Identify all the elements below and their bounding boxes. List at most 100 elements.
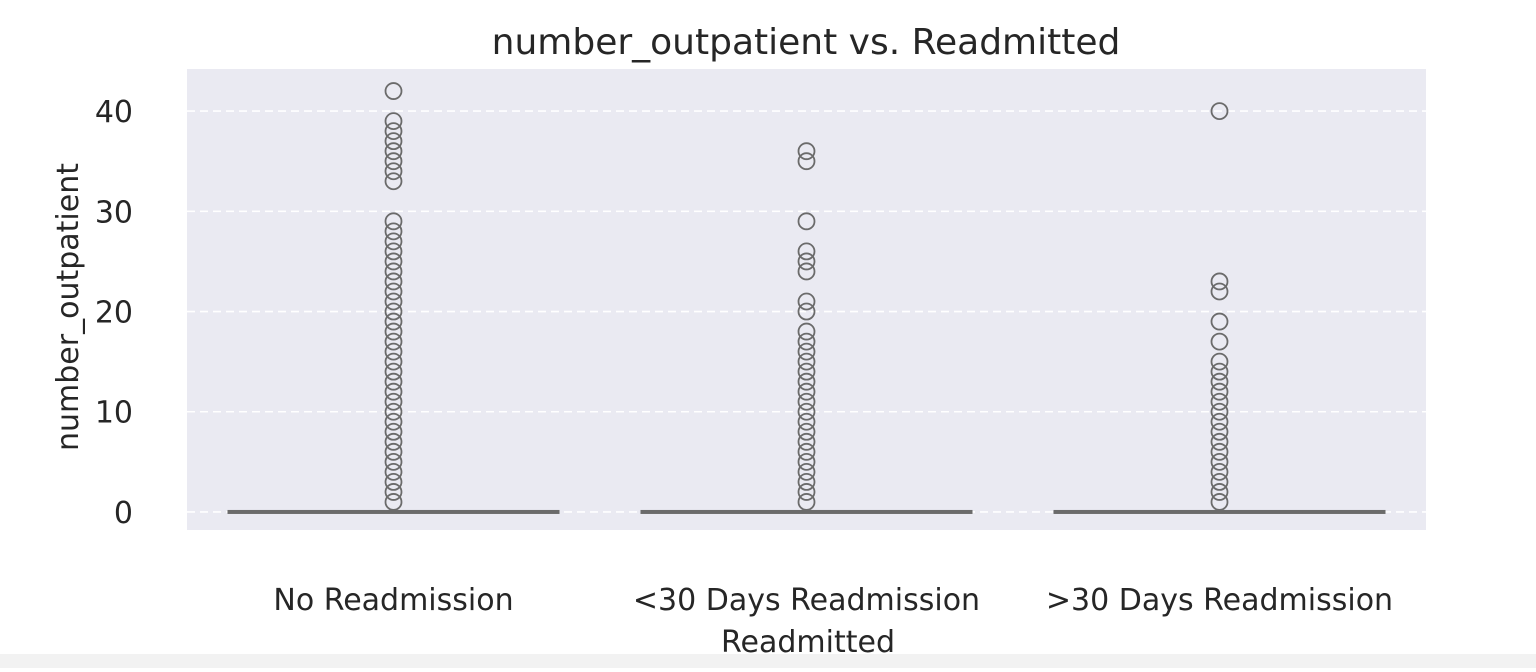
y-tick-label: 40 (95, 95, 133, 130)
chart-title: number_outpatient vs. Readmitted (492, 22, 1121, 63)
outlier-point (384, 262, 403, 281)
outlier-point (797, 442, 816, 461)
outlier-point (1210, 493, 1229, 511)
outlier-point (797, 412, 816, 431)
outlier-point (384, 322, 403, 341)
outlier-point (797, 302, 816, 321)
outlier-point (384, 242, 403, 261)
outlier-point (384, 493, 403, 511)
outlier-point (797, 322, 816, 341)
outlier-point (384, 382, 403, 401)
outlier-point (1210, 372, 1229, 391)
outlier-point (1210, 392, 1229, 411)
outlier-point (797, 362, 816, 381)
outlier-point (384, 82, 403, 100)
outlier-point (1210, 472, 1229, 491)
outlier-point (797, 483, 816, 501)
boxes (227, 509, 1386, 514)
outlier-point (1210, 272, 1229, 291)
outlier-point (384, 452, 403, 471)
outlier-point (384, 472, 403, 491)
x-tick-labels: No Readmission <30 Days Readmission >30 Da… (273, 583, 1393, 618)
outlier-point (384, 342, 403, 361)
outlier-point (1210, 452, 1229, 471)
outlier-point (384, 212, 403, 231)
outlier-point (384, 162, 403, 181)
outlier-point (1210, 282, 1229, 301)
y-tick-labels: 0 10 20 30 40 (95, 95, 133, 531)
outlier-point (797, 342, 816, 361)
outlier-point (797, 212, 816, 231)
outlier-point (797, 292, 816, 311)
y-tick-label: 10 (95, 396, 133, 431)
outlier-point (797, 422, 816, 441)
outlier-point (384, 442, 403, 461)
outlier-point (797, 472, 816, 491)
outlier-point (384, 142, 403, 161)
outlier-point (797, 152, 816, 171)
outlier-point (1210, 352, 1229, 371)
outlier-point (384, 402, 403, 421)
outlier-point (384, 232, 403, 251)
outlier-point (384, 362, 403, 381)
outlier-point (1210, 462, 1229, 481)
outlier-point (384, 372, 403, 391)
outlier-point (1210, 312, 1229, 331)
outlier-point (797, 142, 816, 161)
y-tick-label: 20 (95, 296, 133, 331)
outlier-point (384, 392, 403, 411)
outlier-point (1210, 483, 1229, 501)
outlier-point (797, 332, 816, 351)
outlier-point (384, 222, 403, 241)
y-axis-label: number_outpatient (51, 163, 86, 451)
outlier-points (384, 82, 1229, 511)
outlier-point (1210, 422, 1229, 441)
outlier-point (797, 262, 816, 281)
outlier-point (384, 483, 403, 501)
outlier-point (384, 422, 403, 441)
outlier-point (384, 282, 403, 301)
x-tick-label: <30 Days Readmission (633, 583, 980, 618)
outlier-point (384, 432, 403, 451)
outlier-point (1210, 382, 1229, 401)
outlier-point (384, 272, 403, 291)
outlier-point (1210, 402, 1229, 421)
outlier-point (384, 312, 403, 331)
outlier-point (1210, 332, 1229, 351)
outlier-point (384, 332, 403, 351)
outlier-point (797, 493, 816, 511)
outlier-point (384, 462, 403, 481)
outlier-point (384, 252, 403, 271)
x-axis-label: Readmitted (721, 625, 895, 660)
outlier-point (797, 352, 816, 371)
outlier-point (797, 402, 816, 421)
outlier-point (384, 122, 403, 141)
plot-area (187, 69, 1426, 530)
outlier-point (797, 242, 816, 261)
outlier-point (797, 252, 816, 271)
outlier-point (797, 372, 816, 391)
outlier-point (384, 292, 403, 311)
outlier-point (1210, 362, 1229, 381)
outlier-point (384, 412, 403, 431)
x-tick-label: >30 Days Readmission (1046, 583, 1393, 618)
outlier-point (1210, 102, 1229, 120)
y-tick-label: 30 (95, 195, 133, 230)
outlier-point (384, 132, 403, 151)
outlier-point (384, 172, 403, 191)
x-tick-label: No Readmission (273, 583, 513, 618)
outlier-point (797, 392, 816, 411)
outlier-point (1210, 412, 1229, 431)
outlier-point (384, 152, 403, 171)
outlier-point (797, 462, 816, 481)
y-tick-label: 0 (114, 496, 133, 531)
outlier-point (384, 352, 403, 371)
outlier-point (1210, 442, 1229, 461)
bottom-scroll-strip (0, 654, 1536, 668)
outlier-point (797, 382, 816, 401)
outlier-point (797, 452, 816, 471)
outlier-point (797, 432, 816, 451)
outlier-point (384, 112, 403, 131)
